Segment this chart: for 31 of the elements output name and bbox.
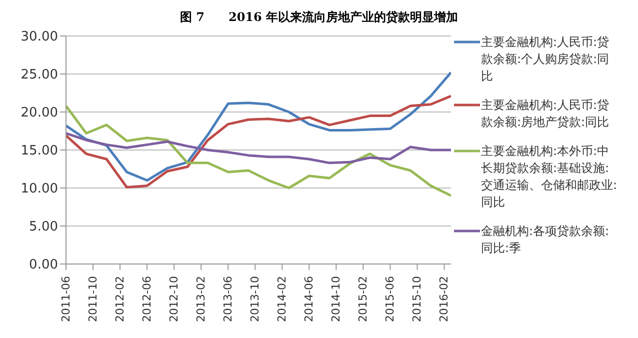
line-series (66, 104, 451, 197)
y-tick-label: 5.00 (29, 220, 58, 235)
legend-label: 金融机构:各项贷款余额:同比:季 (481, 223, 610, 257)
legend-label: 主要金融机构:人民币:贷款余额:房地产贷款:同比 (481, 97, 610, 131)
x-tick-label: 2015-10 (410, 276, 424, 322)
x-tick-label: 2013-02 (194, 276, 208, 322)
legend-label: 主要金融机构:本外币:中长期贷款余额:基础设施:交通运输、仓储和邮政业:同比 (481, 143, 618, 211)
x-tick-label: 2012-06 (140, 276, 154, 322)
x-tick-label: 2012-10 (168, 276, 181, 322)
y-tick-label: 25.00 (20, 68, 58, 83)
line-series (66, 94, 451, 188)
y-tick-label: 20.00 (20, 106, 58, 121)
y-tick-label: 30.00 (20, 30, 58, 45)
y-tick-label: 0.00 (29, 258, 58, 273)
x-tick-label: 2012-02 (114, 276, 127, 322)
x-tick-label: 2014-10 (330, 276, 343, 322)
x-tick-label: 2013-10 (248, 276, 262, 322)
chart-title: 图 7 2016 年以来流向房地产业的贷款明显增加 (178, 9, 460, 26)
line-series (66, 71, 451, 182)
x-tick-label: 2014-02 (276, 276, 289, 322)
x-tick-label: 2011-06 (60, 276, 72, 322)
y-tick-label: 10.00 (20, 182, 58, 197)
x-tick-label: 2013-06 (222, 276, 235, 322)
x-tick-label: 2011-10 (86, 276, 100, 322)
x-tick-label: 2015-06 (384, 276, 397, 322)
x-tick-label: 2016-02 (438, 276, 451, 322)
legend-label: 主要金融机构:人民币:贷款余额:个人购房贷款:同比 (481, 34, 610, 85)
x-tick-label: 2015-02 (356, 276, 370, 322)
x-tick-label: 2014-06 (302, 276, 316, 322)
line-series (66, 132, 451, 164)
y-tick-label: 15.00 (20, 144, 58, 159)
